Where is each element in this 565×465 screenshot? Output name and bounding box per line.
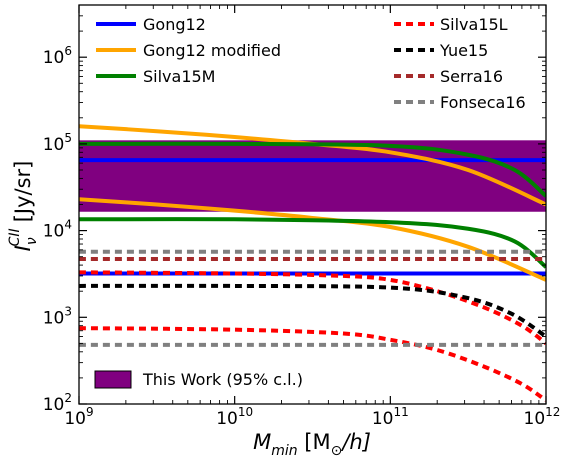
legend-item-this-work: This Work (95% c.l.) <box>94 370 303 389</box>
y-axis-label: IνCII[Jy/sr] <box>7 161 40 252</box>
legend-swatch-this-work <box>94 370 132 389</box>
legend-label: This Work (95% c.l.) <box>142 370 303 389</box>
legend-label: Gong12 <box>143 15 206 34</box>
series-line-silva15m <box>79 217 546 269</box>
band-this-work <box>79 140 546 212</box>
legend-label: Yue15 <box>439 41 488 60</box>
series-line-silva15l <box>79 270 546 346</box>
x-tick-label: 1011 <box>372 405 409 429</box>
legend-item-serra16: Serra16 <box>394 67 503 86</box>
legend-label: Gong12 modified <box>143 41 281 60</box>
y-tick-label: 106 <box>43 44 72 68</box>
legend-item-silva15m: Silva15M <box>96 67 215 86</box>
legend-item-yue15: Yue15 <box>394 41 488 60</box>
series-line-gong12-modified <box>79 197 546 282</box>
legend-label: Fonseca16 <box>440 93 526 112</box>
legend-label: Silva15L <box>440 15 508 34</box>
legend-label: Serra16 <box>440 67 503 86</box>
y-tick-label: 105 <box>43 131 72 155</box>
series-line-silva15m <box>79 141 546 198</box>
x-tick-label: 109 <box>64 405 93 429</box>
legend: Gong12 Gong12 modified Silva15M Silva15L… <box>94 15 526 389</box>
y-tick-label: 103 <box>43 304 72 328</box>
band-layer <box>79 140 546 212</box>
legend-item-fonseca16: Fonseca16 <box>394 93 526 112</box>
x-tick-labels: 109 1010 1011 1012 <box>64 405 560 429</box>
legend-item-gong12-modified: Gong12 modified <box>96 41 281 60</box>
y-tick-label: 104 <box>43 218 72 242</box>
y-tick-labels: 102 103 104 105 106 <box>43 44 72 415</box>
legend-item-gong12: Gong12 <box>96 15 206 34</box>
x-axis-label: Mmin [M⊙/h] <box>253 430 371 459</box>
series-layer <box>79 124 546 403</box>
legend-item-silva15l: Silva15L <box>394 15 508 34</box>
legend-label: Silva15M <box>143 67 215 86</box>
ticks-layer <box>78 4 547 405</box>
x-tick-label: 1012 <box>524 405 561 429</box>
series-line-silva15l <box>79 326 546 403</box>
y-tick-label: 102 <box>43 391 72 415</box>
series-line-yue15 <box>79 283 546 339</box>
x-tick-label: 1010 <box>216 405 253 429</box>
